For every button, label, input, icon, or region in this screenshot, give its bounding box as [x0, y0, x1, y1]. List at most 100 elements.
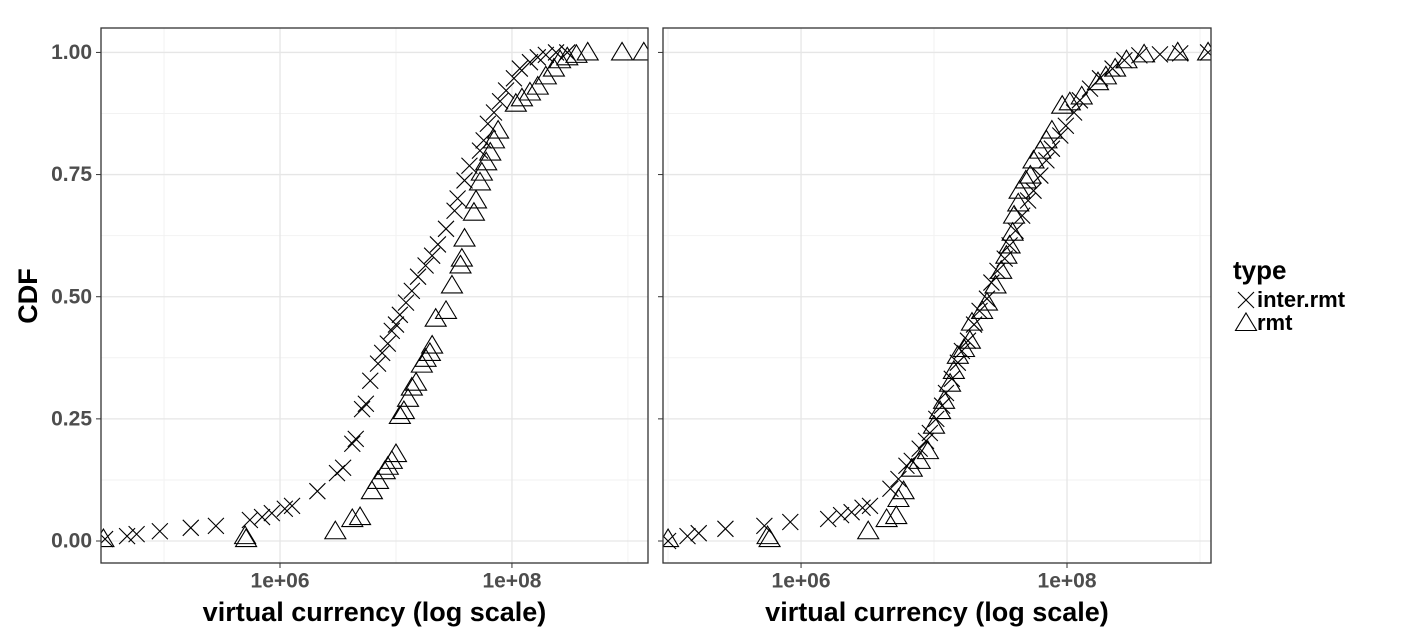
marker-triangle: [875, 507, 899, 528]
marker-x: [347, 430, 365, 448]
marker-x: [491, 92, 509, 110]
marker-x: [357, 395, 375, 413]
marker-x: [949, 354, 967, 372]
marker-triangle: [396, 387, 420, 407]
x-tick-label: 1e+06: [772, 570, 831, 593]
y-tick-label: 0.50: [51, 285, 92, 308]
marker-x: [890, 470, 907, 488]
x-axis-title: virtual currency (log scale): [203, 597, 547, 627]
marker-triangle: [1002, 204, 1026, 224]
marker-triangle: [474, 151, 498, 171]
marker-triangle: [233, 525, 257, 545]
marker-triangle: [453, 227, 476, 247]
marker-triangle: [420, 334, 444, 354]
marker-triangle: [1022, 149, 1045, 169]
marker-triangle: [478, 141, 502, 161]
marker-x: [308, 482, 326, 500]
marker-x: [253, 508, 271, 526]
marker-x: [417, 257, 434, 274]
marker-x: [854, 499, 871, 517]
marker-x: [182, 519, 200, 537]
marker-triangle: [340, 507, 364, 528]
legend-label: rmt: [1257, 310, 1293, 335]
marker-triangle: [916, 440, 940, 460]
marker-x: [353, 400, 371, 418]
marker-x: [391, 306, 409, 324]
panel-border: [100, 27, 649, 564]
marker-triangle: [892, 480, 916, 500]
marker-x: [361, 372, 379, 390]
marker-triangle: [576, 41, 600, 61]
marker-x: [819, 510, 837, 528]
marker-triangle: [998, 234, 1022, 254]
marker-x: [497, 82, 515, 99]
marker-x: [933, 397, 951, 415]
marker-x: [1199, 44, 1211, 61]
x-axis-title: virtual currency (log scale): [765, 597, 1109, 627]
marker-x: [755, 517, 773, 535]
y-tick-label: 0.25: [51, 407, 92, 430]
marker-triangle: [938, 372, 962, 392]
marker-x: [387, 316, 405, 333]
marker-triangle: [464, 189, 488, 209]
marker-x: [558, 44, 576, 61]
panel-border: [662, 27, 1212, 564]
marker-triangle: [1008, 179, 1032, 199]
marker-x: [1038, 152, 1055, 169]
marker-x: [276, 500, 294, 518]
marker-triangle: [392, 399, 416, 420]
marker-x: [1019, 192, 1037, 209]
marker-triangle: [1058, 91, 1082, 111]
marker-x: [1151, 45, 1169, 63]
y-tick-label: 0.75: [51, 163, 92, 186]
marker-x: [1071, 91, 1089, 109]
x-tick-label: 1e+08: [482, 570, 541, 593]
marker-triangle: [440, 274, 464, 294]
marker-triangle: [424, 307, 448, 327]
marker-triangle: [958, 329, 982, 349]
marker-triangle: [434, 299, 458, 319]
legend-label: inter.rmt: [1257, 287, 1346, 312]
marker-triangle: [400, 376, 424, 396]
marker-x: [343, 435, 361, 453]
marker-triangle: [404, 371, 428, 391]
marker-x: [207, 517, 225, 535]
marker-triangle: [1234, 311, 1258, 332]
marker-triangle: [482, 129, 506, 149]
marker-triangle: [1166, 41, 1190, 61]
marker-triangle: [610, 41, 634, 61]
marker-triangle: [942, 359, 966, 380]
marker-triangle: [1114, 49, 1138, 69]
marker-triangle: [900, 457, 924, 477]
marker-triangle: [946, 344, 970, 364]
marker-x: [781, 513, 799, 531]
marker-triangle: [366, 469, 390, 489]
marker-triangle: [468, 171, 492, 191]
marker-x: [128, 525, 145, 543]
marker-triangle: [518, 81, 542, 101]
marker-triangle: [534, 65, 558, 85]
marker-x: [485, 104, 503, 121]
y-axis-title: CDF: [13, 268, 43, 324]
x-tick-label: 1e+08: [1038, 570, 1097, 593]
y-tick-label: 0.00: [51, 530, 92, 553]
marker-triangle: [450, 247, 474, 267]
marker-x: [1025, 182, 1042, 200]
marker-x: [334, 459, 352, 477]
marker-triangle: [564, 43, 588, 63]
marker-triangle: [555, 46, 579, 66]
marker-triangle: [504, 92, 528, 112]
marker-triangle: [856, 520, 880, 540]
marker-triangle: [975, 291, 999, 311]
marker-x: [843, 503, 860, 521]
marker-x: [373, 344, 391, 362]
marker-x: [511, 60, 529, 77]
marker-triangle: [960, 311, 984, 331]
marker-triangle: [1001, 221, 1025, 241]
legend-title: type: [1233, 255, 1286, 285]
marker-triangle: [1040, 119, 1064, 139]
x-tick-label: 1e+06: [251, 570, 310, 593]
marker-x: [521, 53, 539, 71]
marker-x: [241, 511, 259, 529]
